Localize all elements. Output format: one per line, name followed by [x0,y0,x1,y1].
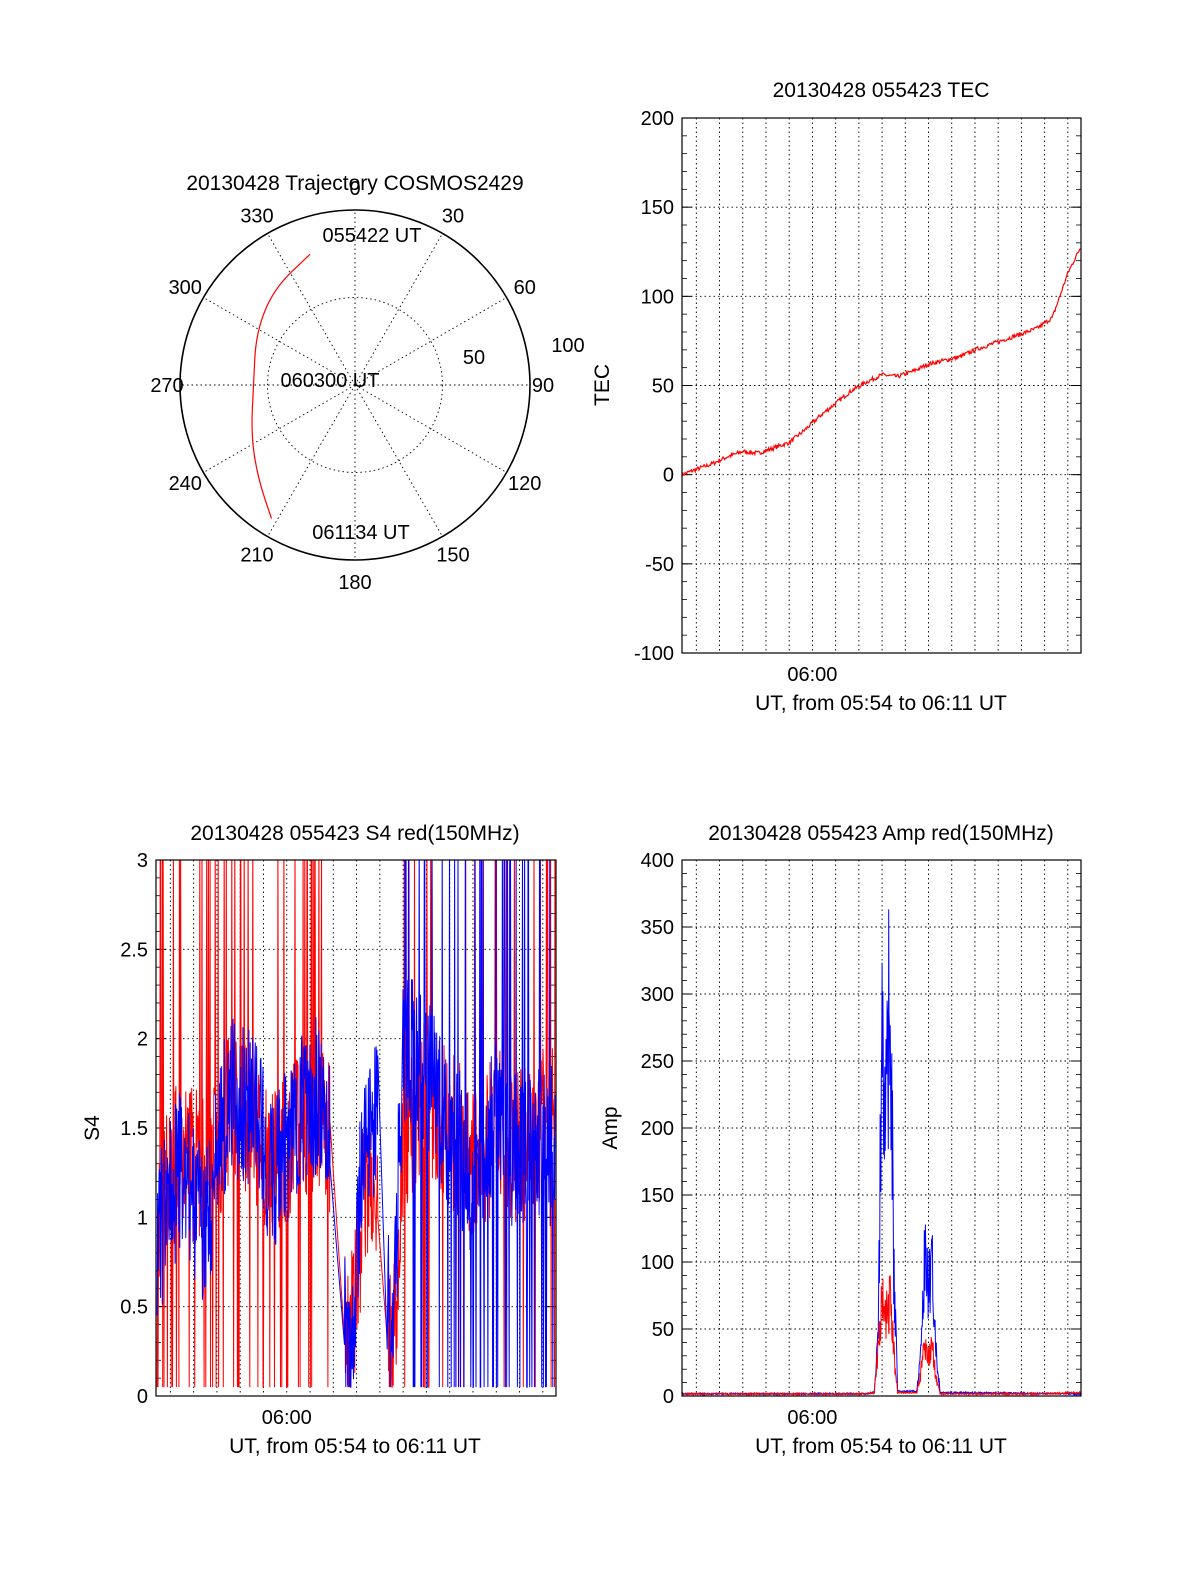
polar-azimuth-label-180: 180 [338,572,371,594]
polar-title: 20130428 Trajectory COSMOS2429 [186,172,523,195]
y-tick-label: 400 [641,850,674,872]
polar-azimuth-label-90: 90 [532,375,554,397]
amp-series-red [681,1275,1082,1397]
s4-ylabel: S4 [81,1115,104,1141]
polar-grid-circle-50 [267,297,443,473]
y-tick-label: 1 [137,1207,148,1229]
y-tick-label: 50 [652,376,674,398]
x-tick-label: 06:00 [787,1407,837,1429]
plot-frame [681,859,1082,1397]
tec-panel: 20130428 055423 TEC -100 -50 0 50 100 150 200 0… [591,79,1082,715]
x-tick-label: 06:00 [787,664,837,686]
polar-azimuth-label-30: 30 [442,205,464,227]
polar-azimuth-label-60: 60 [514,277,536,299]
tec-xlabel: UT, from 05:54 to 06:11 UT [755,692,1007,715]
polar-azimuth-label-0: 0 [349,178,360,200]
amp-panel: 20130428 055423 Amp red(150MHz) 0 50 100 15… [599,822,1082,1458]
y-tick-label: 100 [641,286,674,308]
polar-outer-circle [179,209,531,561]
y-tick-label: 0 [663,465,674,487]
polar-azimuth-label-210: 210 [240,545,273,567]
tec-ylabel: TEC [591,364,614,406]
amp-ylabel: Amp [599,1106,622,1149]
y-tick-label: 200 [641,108,674,130]
y-tick-label: -100 [634,643,674,665]
amp-xlabel: UT, from 05:54 to 06:11 UT [755,1435,1007,1458]
polar-azimuth-label-240: 240 [169,473,202,495]
s4-title: 20130428 055423 S4 red(150MHz) [190,822,519,845]
y-tick-label: 2.5 [120,939,148,961]
amp-title: 20130428 055423 Amp red(150MHz) [708,822,1054,845]
y-tick-label: 150 [641,197,674,219]
polar-azimuth-label-300: 300 [169,277,202,299]
polar-spoke-30 [354,233,443,386]
y-tick-label: 1.5 [120,1118,148,1140]
y-tick-label: 200 [641,1118,674,1140]
y-tick-label: 350 [641,917,674,939]
polar-annotation-3: 061134 UT [312,522,409,544]
polar-azimuth-label-120: 120 [508,473,541,495]
plot-frame [155,859,557,1397]
y-tick-label: 50 [652,1319,674,1341]
y-tick-label: 300 [641,984,674,1006]
y-tick-label: 3 [137,850,148,872]
polar-trajectory-panel: 20130428 Trajectory COSMOS2429 0 30 60 90 12… [150,172,584,594]
tec-plot: -100 -50 0 50 100 150 200 06:00 [634,108,1082,686]
s4-series-group [156,860,556,1388]
y-tick-label: 250 [641,1051,674,1073]
polar-radial-label-100: 100 [551,335,584,357]
polar-spoke-240 [203,384,356,473]
s4-panel: 20130428 055423 S4 red(150MHz) 0 0.5 1 1.5 2… [81,822,557,1458]
tec-title: 20130428 055423 TEC [773,79,990,102]
plot-frame [681,117,1082,654]
polar-annotation-1: 055422 UT [323,225,422,247]
tec-series-line [681,248,1081,477]
polar-spoke-210 [267,384,356,537]
y-tick-label: 2 [137,1029,148,1051]
amp-plot: 0 50 100 150 200 250 300 350 400 06:00 [641,850,1082,1429]
polar-radial-label-50: 50 [463,347,485,369]
s4-plot: 0 0.5 1 1.5 2 2.5 3 06:00 [120,850,557,1429]
y-tick-label: 100 [641,1252,674,1274]
y-tick-label: 150 [641,1185,674,1207]
polar-plot: 0 30 60 90 120 150 180 210 240 270 300 330 50 100 0554… [150,178,584,594]
polar-azimuth-label-330: 330 [240,205,273,227]
y-tick-label: 0 [137,1386,148,1408]
y-tick-label: -50 [645,554,674,576]
y-tick-label: 0 [663,1386,674,1408]
s4-xlabel: UT, from 05:54 to 06:11 UT [229,1435,481,1458]
y-tick-label: 0.5 [120,1297,148,1319]
polar-azimuth-label-270: 270 [150,375,183,397]
polar-trajectory-line [251,253,311,519]
s4-series-blue [156,860,556,1388]
polar-azimuth-label-150: 150 [436,545,469,567]
polar-annotation-2: 060300 UT [281,370,380,392]
x-tick-label: 06:00 [262,1407,312,1429]
